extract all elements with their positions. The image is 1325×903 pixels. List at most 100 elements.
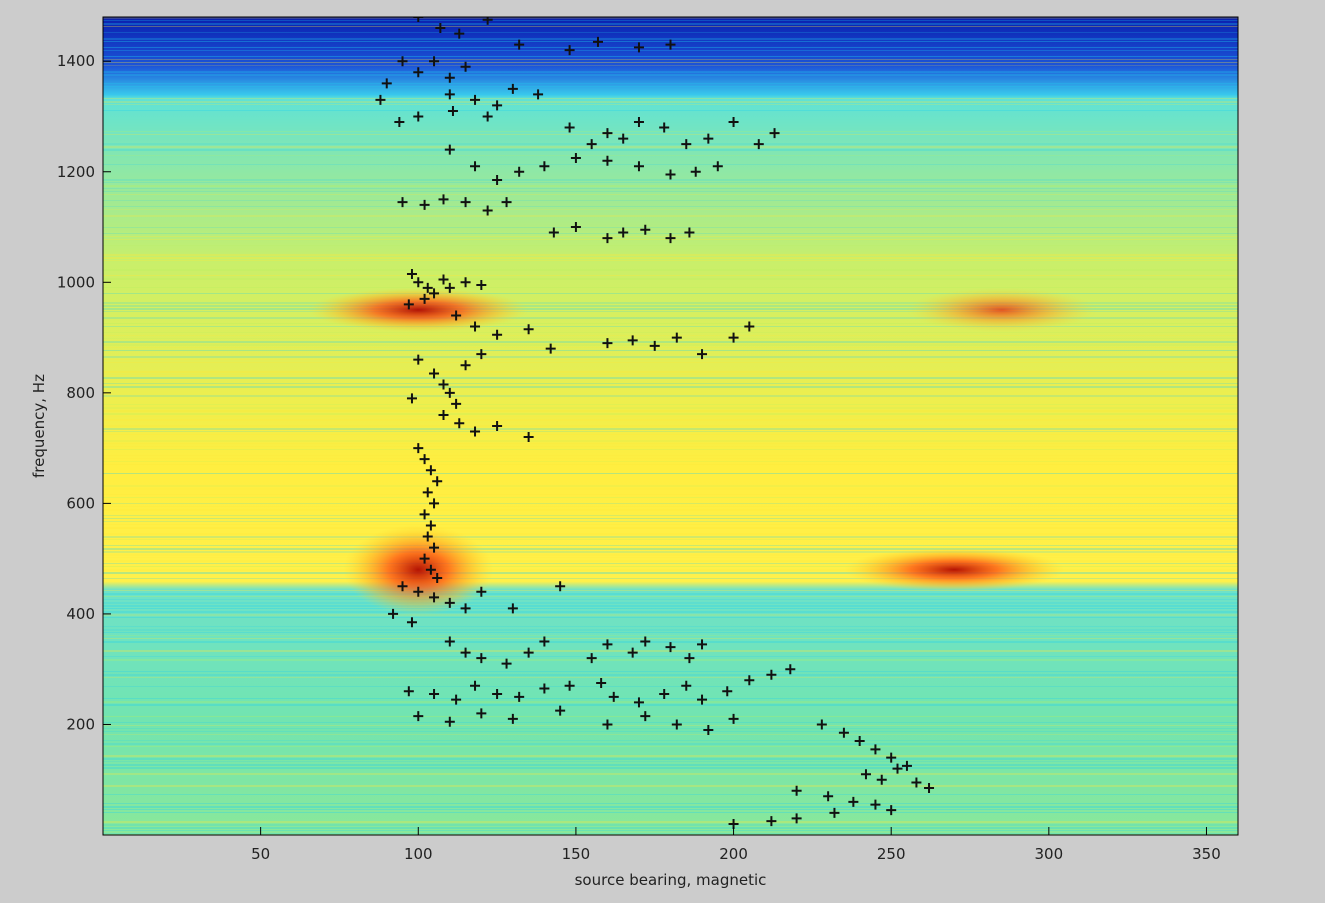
data-point-marker (539, 161, 550, 172)
data-point-marker (785, 664, 796, 675)
x-tick-label: 200 (719, 845, 748, 863)
heatmap-stripe (103, 341, 1238, 343)
heatmap-stripe (103, 98, 1238, 99)
data-point-marker (406, 269, 417, 280)
heatmap-stripe (103, 245, 1238, 246)
heatmap-stripe (103, 38, 1238, 40)
heatmap-stripe (103, 743, 1238, 745)
heatmap-stripe (103, 494, 1238, 495)
data-point-marker (501, 197, 512, 208)
data-point-marker (429, 542, 440, 553)
x-tick-label: 350 (1192, 845, 1221, 863)
data-point-marker (429, 56, 440, 67)
heatmap-stripe (103, 806, 1238, 808)
heatmap-stripe (103, 164, 1238, 165)
y-axis-label: frequency, Hz (30, 374, 48, 478)
heatmap-stripe (103, 149, 1238, 151)
heatmap-stripe (103, 347, 1238, 348)
heatmap-stripe (103, 32, 1238, 33)
heatmap-stripe (103, 194, 1238, 195)
data-point-marker (697, 694, 708, 705)
heatmap-stripe (103, 215, 1238, 217)
heatmap-stripe (103, 698, 1238, 699)
heatmap-stripe (103, 659, 1238, 661)
data-point-marker (684, 653, 695, 664)
data-point-marker (586, 653, 597, 664)
data-point-marker (633, 697, 644, 708)
data-point-marker (514, 166, 525, 177)
heatmap-stripe (103, 794, 1238, 795)
data-point-marker (744, 675, 755, 686)
heatmap-stripe (103, 371, 1238, 373)
data-point-marker (492, 421, 503, 431)
heatmap-stripe (103, 344, 1238, 346)
heatmap-stripe (103, 656, 1238, 657)
data-point-marker (602, 233, 613, 244)
heatmap-stripe (103, 131, 1238, 132)
x-tick-label: 50 (251, 845, 270, 863)
heatmap-stripe (103, 635, 1238, 636)
heatmap-stripe (103, 287, 1238, 288)
heatmap-stripe (103, 377, 1238, 379)
data-point-marker (703, 724, 714, 735)
data-point-marker (482, 205, 493, 216)
data-point-marker (429, 498, 440, 509)
data-point-marker (684, 227, 695, 238)
heatmap-stripe (103, 674, 1238, 676)
data-point-marker (690, 166, 701, 177)
data-point-marker (665, 642, 676, 653)
heatmap-stripe (103, 521, 1238, 522)
heatmap-stripe (103, 17, 1238, 19)
heatmap-stripe (103, 755, 1238, 757)
heatmap-stripe (103, 446, 1238, 447)
heatmap-stripe (103, 23, 1238, 25)
heatmap-stripe (103, 740, 1238, 741)
data-point-marker (507, 83, 518, 94)
heatmap-stripe (103, 539, 1238, 540)
heatmap-stripe (103, 593, 1238, 595)
data-point-marker (429, 368, 440, 379)
data-point-marker (394, 117, 405, 128)
heatmap-stripe (103, 50, 1238, 51)
heatmap-stripe (103, 65, 1238, 66)
data-point-marker (413, 354, 424, 365)
data-point-marker (507, 713, 518, 724)
heatmap-stripe (103, 827, 1238, 829)
heatmap-stripe (103, 812, 1238, 813)
heatmap-stripe (103, 200, 1238, 201)
heatmap-stripe (103, 473, 1238, 474)
heatmap-stripe (103, 257, 1238, 259)
data-point-marker (848, 796, 859, 807)
data-point-marker (586, 139, 597, 150)
heatmap-stripe (103, 509, 1238, 511)
heatmap-stripe (103, 434, 1238, 435)
data-point-marker (425, 564, 436, 575)
data-point-marker (838, 727, 849, 738)
heatmap-stripe (103, 407, 1238, 409)
heatmap-stripe (103, 701, 1238, 703)
data-point-marker (438, 379, 449, 390)
heatmap-stripe (103, 413, 1238, 415)
data-point-marker (375, 94, 386, 105)
heatmap-stripe (103, 386, 1238, 388)
heatmap-stripe (103, 335, 1238, 336)
data-point-marker (422, 282, 433, 293)
heatmap-stripe (103, 830, 1238, 831)
data-point-marker (816, 719, 827, 730)
data-point-marker (712, 161, 723, 172)
data-point-marker (870, 744, 881, 755)
heatmap-stripe (103, 185, 1238, 187)
data-point-marker (492, 329, 503, 340)
heatmap-stripe (103, 101, 1238, 103)
data-point-marker (381, 78, 392, 89)
heatmap-stripe (103, 260, 1238, 261)
heatmap-stripe (103, 461, 1238, 462)
heatmap-stripe (103, 455, 1238, 456)
data-point-marker (722, 686, 733, 697)
data-point-marker (476, 586, 487, 597)
heatmap-stripe (103, 731, 1238, 732)
heatmap-stripe (103, 443, 1238, 444)
data-point-marker (681, 680, 692, 691)
heatmap-stripe (103, 188, 1238, 189)
